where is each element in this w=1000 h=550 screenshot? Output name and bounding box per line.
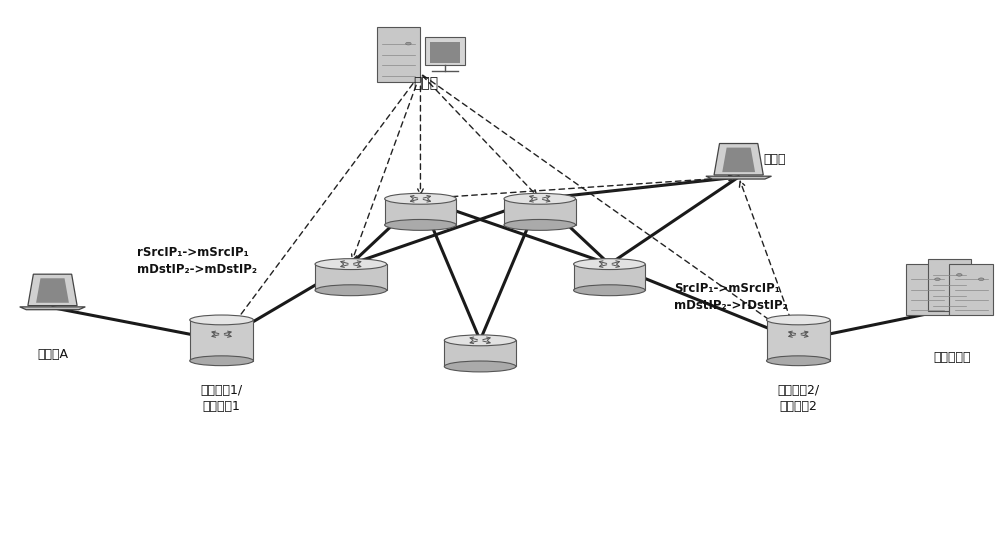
Polygon shape (36, 278, 69, 303)
Bar (574, 264, 645, 290)
Ellipse shape (406, 42, 411, 45)
Bar (504, 199, 576, 225)
Ellipse shape (444, 335, 516, 346)
Ellipse shape (574, 285, 645, 296)
Ellipse shape (935, 278, 940, 280)
Polygon shape (28, 274, 77, 306)
Text: rSrcIP₁->mSrcIP₁
mDstIP₂->mDstIP₂: rSrcIP₁->mSrcIP₁ mDstIP₂->mDstIP₂ (137, 246, 257, 277)
Bar (444, 340, 516, 366)
Bar (928, 260, 971, 311)
Ellipse shape (385, 219, 456, 230)
Text: 控制器: 控制器 (413, 76, 438, 90)
Ellipse shape (767, 356, 830, 366)
Ellipse shape (190, 315, 253, 325)
Ellipse shape (957, 273, 962, 276)
Bar (430, 42, 460, 63)
Bar (906, 263, 949, 316)
Text: 攻击方: 攻击方 (764, 153, 786, 166)
Ellipse shape (315, 285, 387, 296)
Ellipse shape (504, 219, 576, 230)
Polygon shape (722, 147, 755, 172)
Text: 客户端A: 客户端A (37, 349, 68, 361)
Text: SrcIP₁->mSrcIP₁
mDstIP₂->rDstIP₂: SrcIP₁->mSrcIP₁ mDstIP₂->rDstIP₂ (674, 282, 788, 312)
Bar (377, 28, 420, 82)
Text: 检测代理2/
跳变代理2: 检测代理2/ 跳变代理2 (777, 384, 819, 413)
Bar (315, 264, 387, 290)
Polygon shape (714, 144, 763, 175)
Text: 服务器集群: 服务器集群 (934, 351, 971, 364)
Ellipse shape (385, 194, 456, 204)
Ellipse shape (190, 356, 253, 366)
Ellipse shape (767, 315, 830, 325)
Bar (385, 199, 456, 225)
Ellipse shape (444, 361, 516, 372)
Bar (425, 37, 465, 65)
Text: 检测代理1/
跳变代理1: 检测代理1/ 跳变代理1 (200, 384, 243, 413)
Polygon shape (706, 176, 771, 179)
Ellipse shape (504, 194, 576, 204)
Bar (949, 263, 993, 316)
Polygon shape (20, 307, 85, 310)
Bar (190, 320, 253, 361)
Ellipse shape (315, 258, 387, 270)
Ellipse shape (978, 278, 984, 280)
Ellipse shape (574, 258, 645, 270)
Bar (767, 320, 830, 361)
